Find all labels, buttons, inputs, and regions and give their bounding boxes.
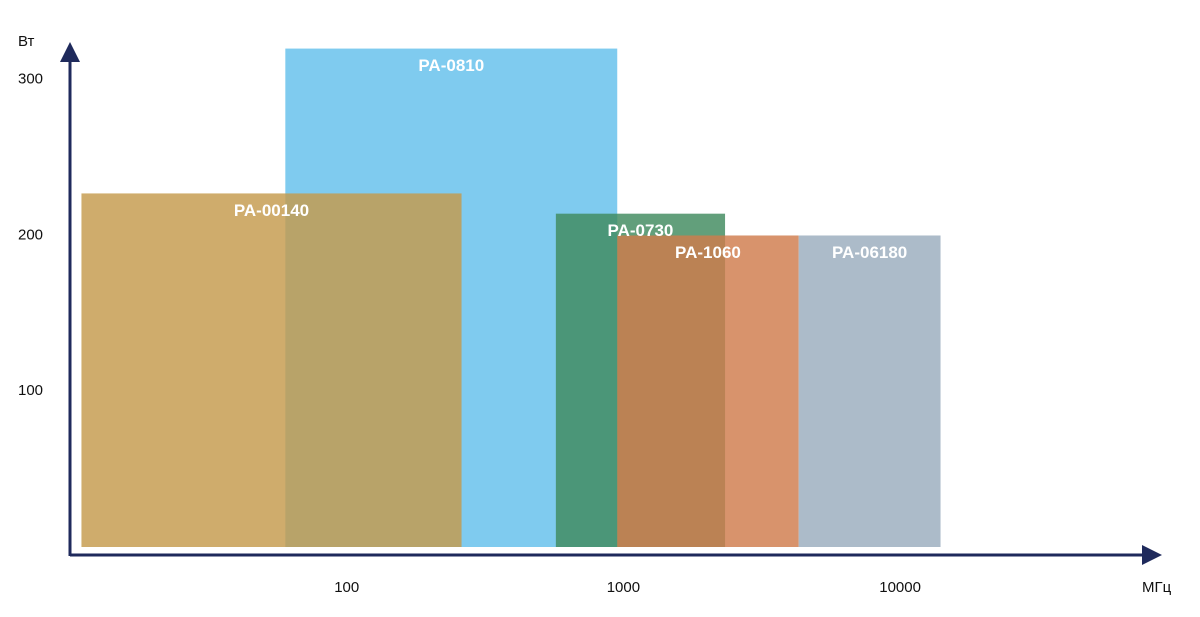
range-bar (798, 235, 941, 547)
bar-label: PA-06180 (832, 243, 907, 262)
bar-label: PA-00140 (234, 201, 309, 220)
x-tick-label: 100 (334, 579, 359, 596)
x-axis-label: МГц (1142, 579, 1172, 596)
y-tick-label: 100 (18, 382, 43, 399)
bar-label: PA-1060 (675, 243, 741, 262)
x-tick-label: 1000 (607, 579, 640, 596)
y-tick-label: 200 (18, 226, 43, 243)
bar-label: PA-0730 (608, 221, 674, 240)
range-bar (617, 235, 799, 547)
bar-label: PA-0810 (418, 56, 484, 75)
x-axis-arrow (1142, 545, 1162, 565)
range-bar (81, 193, 462, 547)
x-tick-label: 10000 (879, 579, 921, 596)
y-axis-label: Вт (18, 33, 35, 50)
y-axis-arrow (60, 42, 80, 62)
y-tick-label: 300 (18, 71, 43, 88)
